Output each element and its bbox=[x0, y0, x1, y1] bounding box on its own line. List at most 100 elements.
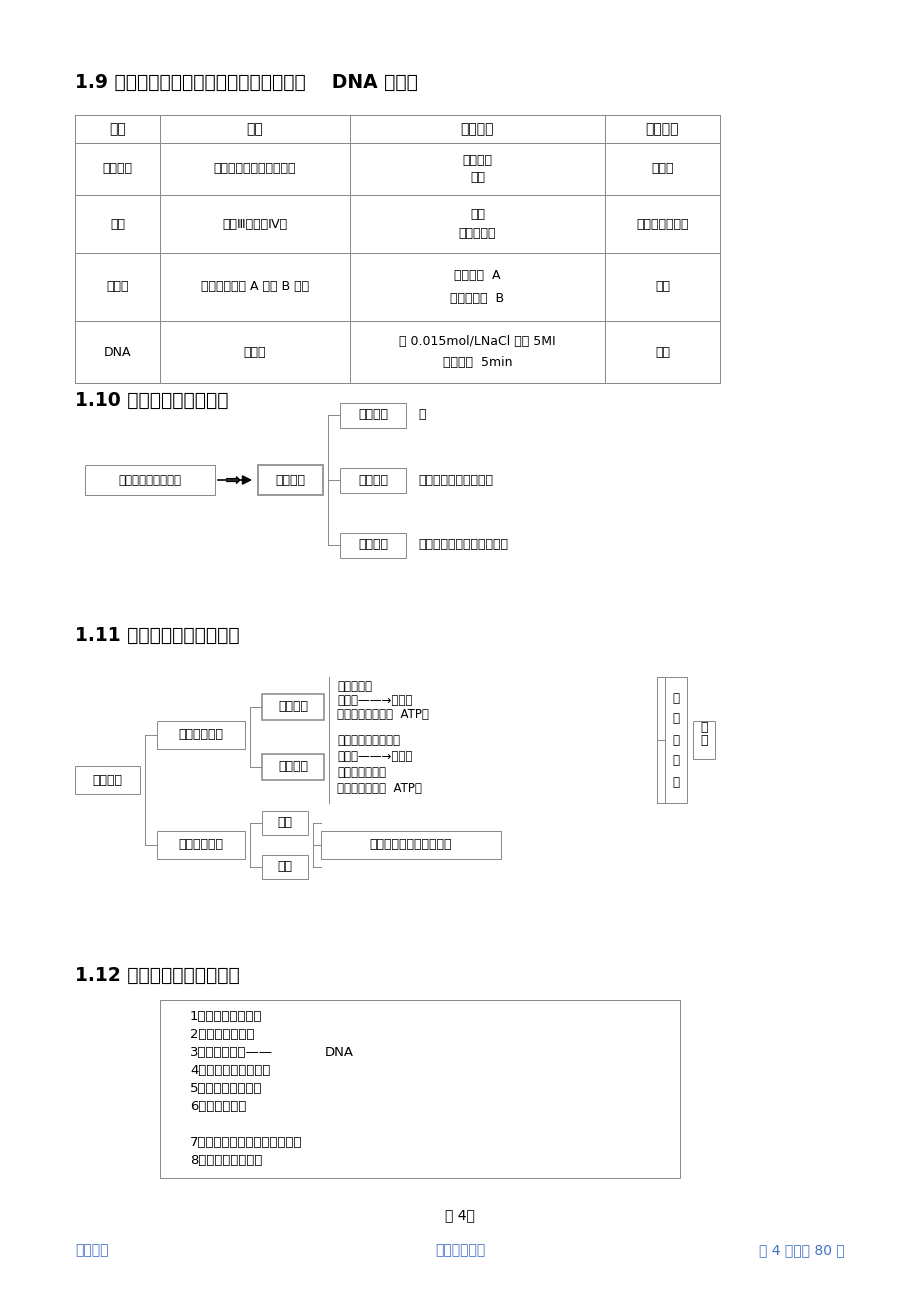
Text: 5、决定细胞质遗传: 5、决定细胞质遗传 bbox=[190, 1081, 262, 1095]
Bar bbox=[75, 143, 160, 195]
Bar bbox=[349, 321, 605, 383]
Text: 二苯胺: 二苯胺 bbox=[244, 345, 266, 358]
Bar bbox=[605, 115, 720, 143]
Text: 临时混合: 临时混合 bbox=[462, 154, 492, 167]
Bar bbox=[262, 855, 308, 880]
Bar bbox=[321, 831, 501, 859]
Bar bbox=[664, 678, 686, 803]
Text: 物质: 物质 bbox=[109, 122, 126, 136]
Bar bbox=[157, 831, 244, 859]
Text: 第 4 页，共 80 页: 第 4 页，共 80 页 bbox=[758, 1243, 844, 1257]
Text: 消耗细胞能量（  ATP）: 消耗细胞能量（ ATP） bbox=[336, 783, 422, 796]
Text: 自由扩散: 自由扩散 bbox=[278, 701, 308, 714]
Bar bbox=[349, 253, 605, 321]
Text: 膜: 膜 bbox=[672, 692, 679, 705]
Text: 动: 动 bbox=[672, 754, 679, 767]
Bar bbox=[262, 754, 323, 780]
Text: 精品资料: 精品资料 bbox=[75, 1243, 108, 1257]
Bar bbox=[257, 465, 323, 495]
Bar bbox=[605, 253, 720, 321]
Text: 外排: 外排 bbox=[278, 860, 292, 873]
Text: 2、进行能量转换: 2、进行能量转换 bbox=[190, 1028, 255, 1041]
Text: 7、有相对独立的转录翻译系统: 7、有相对独立的转录翻译系统 bbox=[190, 1135, 302, 1148]
Bar bbox=[160, 115, 349, 143]
Text: 紫色: 紫色 bbox=[654, 280, 669, 293]
Bar bbox=[75, 321, 160, 383]
Text: 高浓度——→低浓度: 高浓度——→低浓度 bbox=[336, 694, 412, 708]
Text: 3、含遗传物质——: 3、含遗传物质—— bbox=[190, 1045, 273, 1058]
Bar bbox=[605, 143, 720, 195]
Text: 操作要点: 操作要点 bbox=[460, 122, 494, 136]
Text: ⇒: ⇒ bbox=[224, 470, 241, 490]
Bar bbox=[160, 999, 679, 1178]
Text: 大分子、颗粒: 大分子、颗粒 bbox=[178, 839, 223, 851]
Text: 性: 性 bbox=[672, 775, 679, 788]
Text: 桔黄色（红色）: 桔黄色（红色） bbox=[636, 218, 688, 231]
Text: 双缩脲试剂（ A 液和 B 液）: 双缩脲试剂（ A 液和 B 液） bbox=[200, 280, 309, 293]
Text: 加 0.015mol/LNaCl 溶液 5MI: 加 0.015mol/LNaCl 溶液 5MI bbox=[399, 335, 555, 348]
Text: 4、能独立地控制性状: 4、能独立地控制性状 bbox=[190, 1063, 270, 1076]
Text: 砖红色: 砖红色 bbox=[651, 163, 673, 176]
Text: 不能通过: 不能通过 bbox=[357, 538, 388, 551]
Text: 1.9 生物组织中还原性糖、脂肪、蛋白质和    DNA 的鉴定: 1.9 生物组织中还原性糖、脂肪、蛋白质和 DNA 的鉴定 bbox=[75, 73, 417, 91]
Text: 1.12 线粒体和叶绿体共同点: 1.12 线粒体和叶绿体共同点 bbox=[75, 966, 240, 985]
Text: 1、具有双层膜结构: 1、具有双层膜结构 bbox=[190, 1010, 262, 1023]
Text: 蛋白质: 蛋白质 bbox=[106, 280, 129, 293]
Bar bbox=[160, 253, 349, 321]
Text: 被选择的离子和小分子: 被选择的离子和小分子 bbox=[417, 473, 493, 486]
Text: 的: 的 bbox=[672, 713, 679, 726]
Text: 内吞: 内吞 bbox=[278, 817, 292, 830]
Bar bbox=[340, 468, 405, 493]
Text: 主动运输: 主动运输 bbox=[278, 761, 308, 774]
Text: 选择透过性膜的特点: 选择透过性膜的特点 bbox=[119, 473, 181, 486]
Text: 再滴加试剂  B: 再滴加试剂 B bbox=[450, 292, 504, 305]
Bar bbox=[160, 195, 349, 253]
Text: 脂肪: 脂肪 bbox=[110, 218, 125, 231]
Text: 颜色反应: 颜色反应 bbox=[645, 122, 678, 136]
Bar bbox=[340, 533, 405, 558]
Text: 亲脂小分子: 亲脂小分子 bbox=[336, 680, 371, 693]
Bar bbox=[160, 321, 349, 383]
Text: 8、能自我分裂增殖: 8、能自我分裂增殖 bbox=[190, 1153, 262, 1166]
Bar bbox=[349, 143, 605, 195]
Text: 水: 水 bbox=[417, 409, 425, 421]
Bar bbox=[75, 115, 160, 143]
Text: DNA: DNA bbox=[104, 345, 131, 358]
Text: 自由通过: 自由通过 bbox=[357, 409, 388, 421]
Text: DNA: DNA bbox=[324, 1045, 354, 1058]
Text: 可以通过: 可以通过 bbox=[357, 473, 388, 486]
Bar bbox=[75, 195, 160, 253]
Text: 1.11 细胞膜的物质交换功能: 1.11 细胞膜的物质交换功能 bbox=[75, 625, 239, 645]
Bar bbox=[605, 195, 720, 253]
Text: 沸水加热  5min: 沸水加热 5min bbox=[442, 356, 512, 369]
Text: 斐林试剂（甲液和乙液）: 斐林试剂（甲液和乙液） bbox=[213, 163, 296, 176]
Text: 流: 流 bbox=[672, 734, 679, 747]
Text: 原: 原 bbox=[699, 721, 707, 734]
Text: 高倍镜观察: 高倍镜观察 bbox=[459, 227, 495, 240]
Bar bbox=[262, 810, 308, 835]
Bar bbox=[349, 115, 605, 143]
Bar bbox=[605, 321, 720, 383]
Bar bbox=[160, 143, 349, 195]
Bar bbox=[349, 195, 605, 253]
Text: 蓝色: 蓝色 bbox=[654, 345, 669, 358]
Text: 6、内含核糖体: 6、内含核糖体 bbox=[190, 1100, 246, 1113]
Text: 低浓度——→高浓度: 低浓度——→高浓度 bbox=[336, 751, 412, 764]
Text: 切片: 切片 bbox=[470, 208, 484, 220]
Bar bbox=[157, 721, 244, 749]
Text: 离子、小分子: 离子、小分子 bbox=[178, 728, 223, 741]
Text: 还原性糖: 还原性糖 bbox=[102, 163, 132, 176]
Bar bbox=[75, 115, 720, 383]
Text: 先加试剂  A: 先加试剂 A bbox=[454, 270, 500, 283]
Text: 加热: 加热 bbox=[470, 171, 484, 184]
Text: 离子、不亲脂小分子: 离子、不亲脂小分子 bbox=[336, 735, 400, 748]
Text: 苏丹Ⅲ（苏丹Ⅳ）: 苏丹Ⅲ（苏丹Ⅳ） bbox=[222, 218, 288, 231]
Bar bbox=[262, 694, 323, 721]
Text: 三个通过: 三个通过 bbox=[275, 473, 305, 486]
Bar bbox=[75, 766, 140, 794]
Text: 理: 理 bbox=[699, 734, 707, 747]
Text: 试剂: 试剂 bbox=[246, 122, 263, 136]
Text: 膜的流动性、膜融合特性: 膜的流动性、膜融合特性 bbox=[369, 839, 452, 851]
Bar bbox=[340, 403, 405, 427]
Bar bbox=[75, 253, 160, 321]
